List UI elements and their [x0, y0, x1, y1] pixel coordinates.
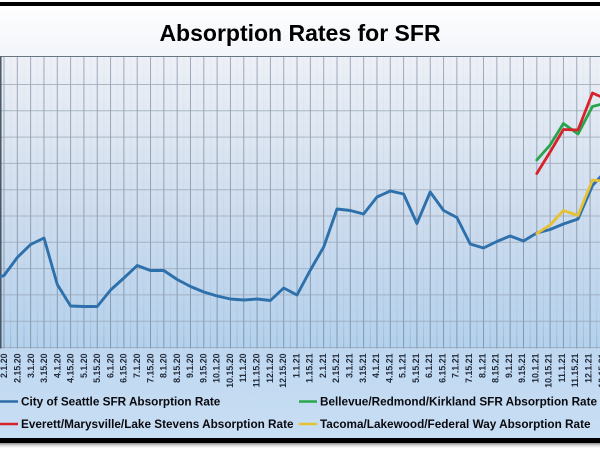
svg-text:9.15.21: 9.15.21	[517, 353, 527, 382]
svg-text:2.1.20: 2.1.20	[0, 353, 9, 378]
svg-text:3.1.21: 3.1.21	[345, 353, 355, 378]
svg-text:10.15.20: 10.15.20	[225, 353, 235, 387]
svg-text:4.15.20: 4.15.20	[66, 353, 76, 382]
svg-text:6.1.21: 6.1.21	[424, 353, 434, 378]
svg-text:3.15.20: 3.15.20	[39, 353, 49, 382]
svg-text:3.1.20: 3.1.20	[26, 353, 36, 378]
svg-text:10.1.21: 10.1.21	[530, 353, 540, 382]
svg-text:9.1.21: 9.1.21	[504, 353, 514, 378]
svg-text:5.1.20: 5.1.20	[79, 353, 89, 378]
svg-text:11.1.21: 11.1.21	[557, 353, 567, 382]
svg-text:7.15.21: 7.15.21	[464, 353, 474, 382]
svg-text:10.1.20: 10.1.20	[212, 353, 222, 382]
svg-text:4.15.21: 4.15.21	[384, 353, 394, 382]
svg-text:11.1.20: 11.1.20	[238, 353, 248, 382]
svg-text:8.15.20: 8.15.20	[172, 353, 182, 382]
svg-text:5.1.21: 5.1.21	[398, 353, 408, 378]
svg-text:7.1.21: 7.1.21	[451, 353, 461, 378]
svg-text:6.15.21: 6.15.21	[437, 353, 447, 382]
svg-text:8.1.21: 8.1.21	[477, 353, 487, 378]
svg-text:City of Seattle SFR Absorption: City of Seattle SFR Absorption Rate	[21, 396, 221, 409]
svg-text:Tacoma/Lakewood/Federal Way Ab: Tacoma/Lakewood/Federal Way Absorption R…	[320, 418, 591, 431]
svg-text:5.15.21: 5.15.21	[411, 353, 421, 382]
svg-text:1.15.21: 1.15.21	[305, 353, 315, 382]
svg-text:2.1.21: 2.1.21	[318, 353, 328, 378]
svg-text:6.1.20: 6.1.20	[105, 353, 115, 378]
svg-text:12.15.21: 12.15.21	[597, 353, 600, 387]
svg-text:8.15.21: 8.15.21	[491, 353, 501, 382]
svg-text:5.15.20: 5.15.20	[92, 353, 102, 382]
svg-text:7.1.20: 7.1.20	[132, 353, 142, 378]
svg-text:Everett/Marysville/Lake Steven: Everett/Marysville/Lake Stevens Absorpti…	[21, 418, 294, 431]
svg-text:4.1.20: 4.1.20	[52, 353, 62, 378]
svg-text:2.15.20: 2.15.20	[13, 353, 23, 382]
svg-text:1.1.21: 1.1.21	[291, 353, 301, 378]
svg-text:10.15.21: 10.15.21	[544, 353, 554, 387]
svg-text:Bellevue/Redmond/Kirkland SFR: Bellevue/Redmond/Kirkland SFR Absorption…	[320, 396, 597, 409]
svg-text:8.1.20: 8.1.20	[159, 353, 169, 378]
svg-text:6.15.20: 6.15.20	[119, 353, 129, 382]
svg-text:4.1.21: 4.1.21	[371, 353, 381, 378]
svg-text:Absorption Rates for SFR: Absorption Rates for SFR	[159, 20, 441, 46]
svg-text:3.15.21: 3.15.21	[358, 353, 368, 382]
svg-text:11.15.20: 11.15.20	[252, 353, 262, 387]
svg-text:7.15.20: 7.15.20	[145, 353, 155, 382]
svg-text:9.15.20: 9.15.20	[198, 353, 208, 382]
svg-text:11.15.21: 11.15.21	[570, 353, 580, 387]
svg-text:12.1.21: 12.1.21	[584, 353, 594, 382]
svg-text:12.15.20: 12.15.20	[278, 353, 288, 387]
svg-text:2.15.21: 2.15.21	[331, 353, 341, 382]
svg-text:9.1.20: 9.1.20	[185, 353, 195, 378]
svg-text:12.1.20: 12.1.20	[265, 353, 275, 382]
